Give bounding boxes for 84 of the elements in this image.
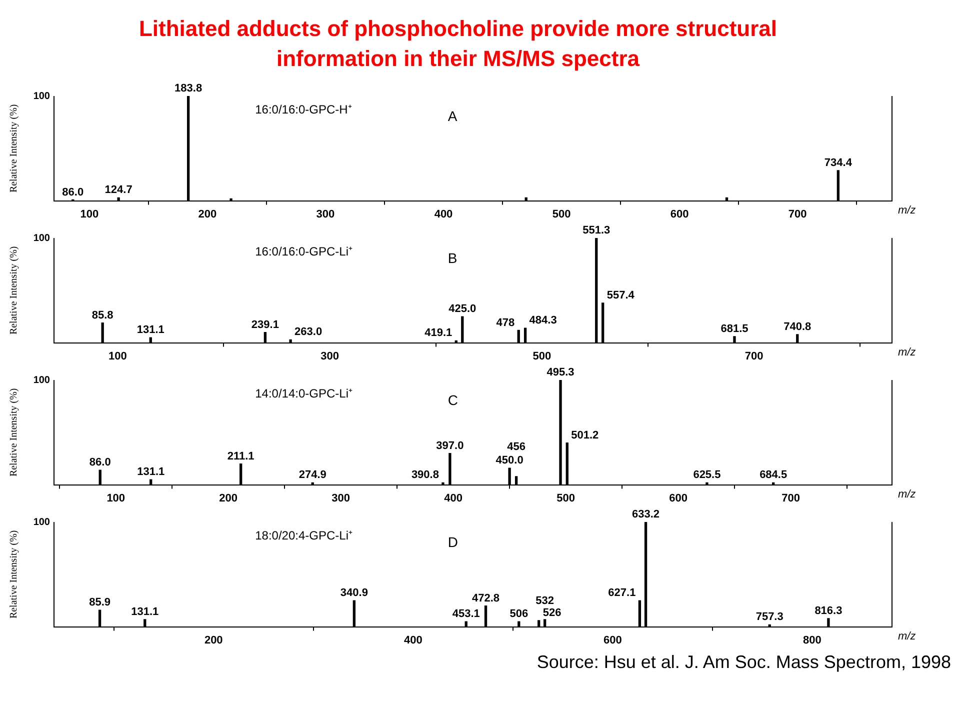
annotation: 484.3: [529, 314, 557, 327]
annotation: 495.3: [546, 366, 574, 379]
annotation: 340.9: [340, 587, 368, 600]
x-tick-label: 300: [320, 350, 339, 362]
annotation: 419.1: [424, 327, 452, 340]
x-tick-label: 700: [788, 208, 807, 220]
x-tick-label: 400: [444, 492, 462, 504]
annotation: 501.2: [571, 429, 599, 442]
x-tick-label: 200: [204, 634, 223, 646]
x-tick-label: 600: [670, 208, 689, 220]
x-axis-title: m/z: [898, 346, 916, 358]
x-tick-label: 600: [603, 634, 622, 646]
x-tick-label: 500: [552, 208, 571, 220]
annotation: 131.1: [137, 466, 165, 478]
annotation: 453.1: [452, 608, 480, 620]
x-tick-label: 800: [803, 634, 822, 646]
annotation: 478: [496, 316, 515, 329]
x-tick-label: 700: [782, 492, 800, 504]
annotation: 425.0: [448, 303, 476, 316]
annotation: 681.5: [720, 323, 748, 336]
annotation: 124.7: [104, 184, 132, 196]
text: 100: [33, 516, 50, 528]
x-tick-label: 300: [316, 208, 335, 220]
annotation: 625.5: [693, 469, 721, 482]
x-tick-label: 300: [332, 492, 350, 504]
annotation: D: [448, 534, 458, 550]
annotation: 633.2: [632, 508, 660, 521]
annotation: A: [448, 108, 458, 124]
annotation: B: [448, 250, 458, 266]
annotation: 85.9: [89, 596, 111, 609]
annotation: 131.1: [131, 606, 159, 618]
annotation: 757.3: [756, 611, 784, 624]
annotation: 526: [542, 607, 562, 620]
chart-title: Lithiated adducts of phosphocholine provide more structural information in their MS/MS spectra: [138, 15, 778, 73]
x-tick-label: 700: [744, 350, 764, 362]
annotation: 450.0: [496, 454, 524, 467]
annotation: 557.4: [606, 290, 636, 302]
x-tick-label: 400: [404, 634, 422, 646]
annotation: 816.3: [814, 604, 842, 617]
text: 100: [33, 232, 50, 244]
annotation: 183.8: [174, 82, 202, 95]
y-axis-title: Relative Intensity (%): [8, 388, 20, 477]
x-tick-label: 600: [669, 492, 688, 504]
x-axis-title: m/z: [898, 630, 916, 642]
source-note: Source: Hsu et al. J. Am Soc. Mass Spectrom, 1998: [536, 652, 951, 673]
x-tick-label: 100: [106, 492, 126, 504]
x-tick-label: 200: [198, 208, 217, 220]
annotation: 14:0/14:0-GPC-Li⁺: [255, 386, 353, 400]
text: 100: [33, 374, 50, 386]
annotation: 532: [536, 594, 554, 607]
annotation: 86.0: [62, 186, 84, 198]
annotation: 456: [507, 440, 526, 453]
annotation: 390.8: [411, 469, 439, 482]
annotation: 627.1: [608, 587, 636, 600]
annotation: 734.4: [824, 156, 853, 169]
x-tick-label: 500: [532, 350, 552, 362]
annotation: C: [448, 392, 458, 408]
annotation: 86.0: [89, 456, 111, 469]
annotation: 684.5: [760, 469, 788, 482]
annotation: 274.9: [298, 469, 326, 482]
text: 100: [33, 90, 50, 102]
annotation: 16:0/16:0-GPC-Li⁺: [255, 244, 353, 258]
annotation: 397.0: [436, 440, 464, 452]
annotation: 85.8: [92, 309, 114, 322]
y-axis-title: Relative Intensity (%): [8, 104, 20, 193]
x-tick-label: 400: [434, 208, 453, 220]
x-axis-title: m/z: [898, 204, 916, 216]
x-tick-label: 200: [219, 492, 238, 504]
annotation: 16:0/16:0-GPC-H⁺: [255, 102, 352, 116]
x-axis-title: m/z: [898, 488, 916, 500]
annotation: 131.1: [136, 324, 164, 336]
annotation: 740.8: [784, 320, 812, 333]
annotation: 211.1: [227, 450, 254, 462]
y-axis-title: Relative Intensity (%): [8, 246, 20, 335]
annotation: 506: [510, 608, 528, 620]
annotation: 18:0/20:4-GPC-Li⁺: [255, 528, 353, 542]
annotation: 551.3: [582, 224, 610, 237]
annotation: 263.0: [294, 326, 322, 338]
x-tick-label: 100: [80, 208, 99, 220]
annotation: 239.1: [251, 318, 279, 331]
x-tick-label: 100: [108, 350, 127, 362]
y-axis-title: Relative Intensity (%): [8, 530, 20, 619]
annotation: 472.8: [472, 592, 500, 604]
x-tick-label: 500: [556, 492, 575, 504]
